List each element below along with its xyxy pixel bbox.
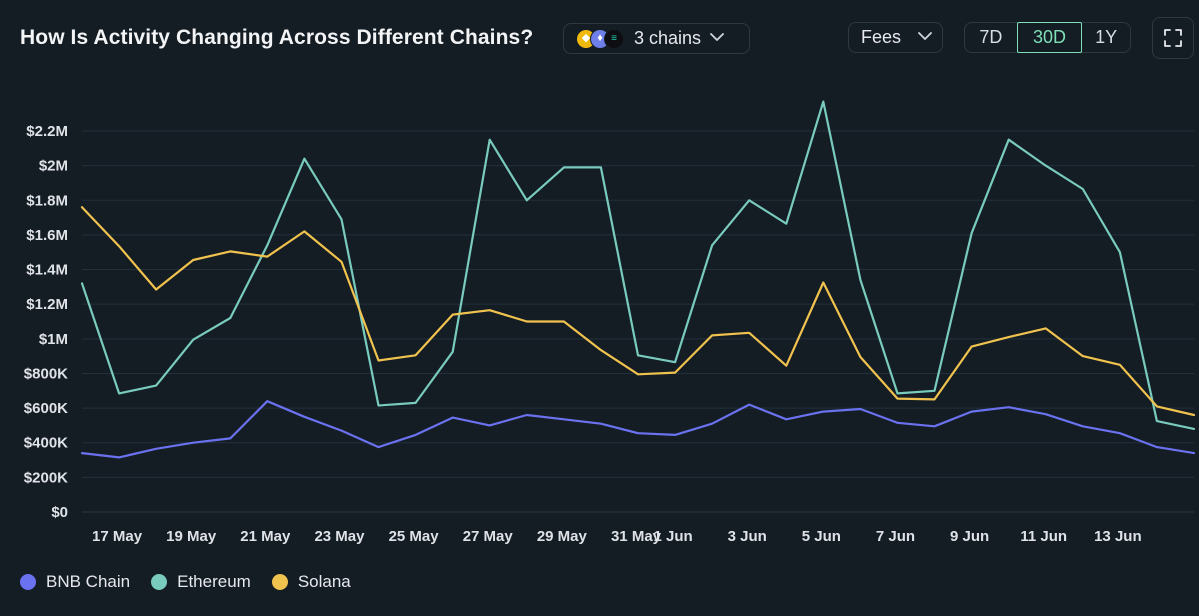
legend-label-solana: Solana xyxy=(297,572,351,591)
series-line-bnb-chain[interactable] xyxy=(80,400,1196,459)
y-tick-label: $0 xyxy=(51,504,68,521)
range-7d-button[interactable]: 7D xyxy=(979,27,1003,47)
y-tick-label: $400K xyxy=(24,435,68,452)
x-tick-label: 9 Jun xyxy=(950,528,989,545)
chart-legend: BNB Chain Ethereum Solana xyxy=(20,572,372,592)
y-axis-ticks: $0 $200K $400K $600K $800K $1M $1.2M $1.4M $1.6M… xyxy=(24,123,68,521)
chevron-down-icon xyxy=(710,33,724,41)
fullscreen-icon xyxy=(1164,29,1182,47)
x-tick-label: 13 Jun xyxy=(1094,528,1142,545)
solana-icon: ≡ xyxy=(604,28,624,49)
legend-swatch-solana xyxy=(271,574,288,590)
y-tick-label: $200K xyxy=(24,469,68,486)
chart-title: How Is Activity Changing Across Differen… xyxy=(20,26,534,49)
legend-item-bnb-chain[interactable]: BNB Chain xyxy=(20,572,130,592)
x-tick-label: 27 May xyxy=(463,528,514,545)
metric-selector-dropdown[interactable]: Fees xyxy=(848,22,943,53)
x-tick-label: 19 May xyxy=(166,528,217,545)
y-tick-label: $1.8M xyxy=(26,192,68,209)
y-tick-label: $1.6M xyxy=(26,227,68,244)
x-tick-label: 21 May xyxy=(240,528,291,545)
x-tick-label: 11 Jun xyxy=(1020,528,1067,545)
chain-selector-label: 3 chains xyxy=(634,28,702,48)
legend-swatch-ethereum xyxy=(151,574,168,590)
legend-item-solana[interactable]: Solana xyxy=(271,572,351,592)
x-axis-ticks: 17 May 19 May 21 May 23 May 25 May 27 May 29 M… xyxy=(92,528,1142,545)
x-tick-label: 23 May xyxy=(314,528,365,545)
chevron-down-icon xyxy=(918,32,932,40)
legend-label-bnb-chain: BNB Chain xyxy=(46,572,131,591)
chain-icons-group: ◆ ♦ ≡ xyxy=(576,28,624,49)
metric-selector-label: Fees xyxy=(861,27,902,47)
chain-selector-dropdown[interactable]: ◆ ♦ ≡ 3 chains xyxy=(563,23,750,54)
legend-swatch-bnb-chain xyxy=(20,574,36,590)
x-tick-label: 3 Jun xyxy=(728,528,767,545)
series-line-solana[interactable] xyxy=(80,206,1196,417)
chart-grid xyxy=(82,130,1194,513)
y-tick-label: $600K xyxy=(24,400,68,417)
time-range-selector: 7D 30D 1Y xyxy=(964,22,1131,53)
x-tick-label: 25 May xyxy=(389,528,440,545)
y-tick-label: $2.2M xyxy=(26,123,68,140)
y-tick-label: $1.2M xyxy=(26,296,68,313)
range-1y-button[interactable]: 1Y xyxy=(1095,27,1118,47)
x-tick-label: 7 Jun xyxy=(876,528,915,545)
y-tick-label: $2M xyxy=(39,158,68,175)
fees-line-chart: $0 $200K $400K $600K $800K $1M $1.2M $1.4M $1.6M… xyxy=(24,100,1196,545)
series-line-ethereum[interactable] xyxy=(80,100,1196,430)
y-tick-label: $1.4M xyxy=(26,262,68,279)
legend-item-ethereum[interactable]: Ethereum xyxy=(151,572,251,592)
y-tick-label: $800K xyxy=(24,365,68,382)
legend-label-ethereum: Ethereum xyxy=(177,572,251,591)
range-30d-button[interactable]: 30D xyxy=(1016,22,1083,53)
x-tick-label: 17 May xyxy=(92,528,143,545)
x-tick-label: 1 Jun xyxy=(653,528,692,545)
x-tick-label: 5 Jun xyxy=(802,528,841,545)
chart-series xyxy=(80,100,1196,459)
x-tick-label: 29 May xyxy=(537,528,588,545)
x-tick-label: 31 May xyxy=(611,528,662,545)
fullscreen-button[interactable] xyxy=(1152,17,1194,59)
y-tick-label: $1M xyxy=(39,331,68,348)
